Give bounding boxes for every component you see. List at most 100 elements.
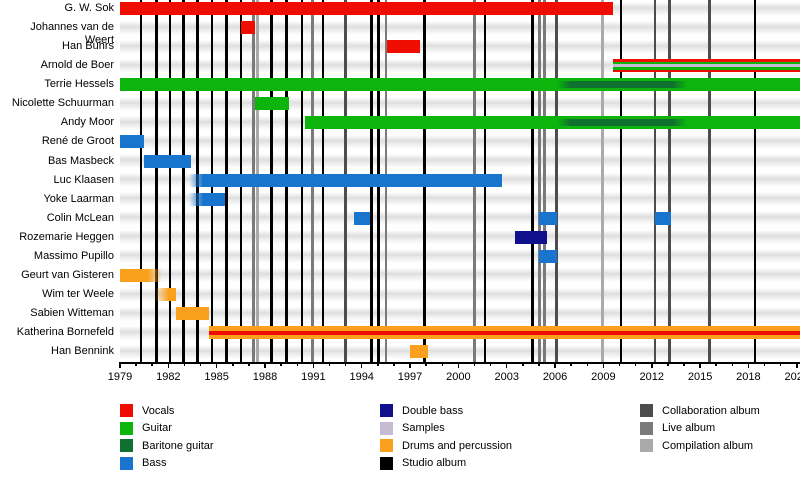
legend-label: Live album	[662, 422, 716, 435]
timeline-bar	[305, 116, 800, 130]
minor-tick	[779, 362, 782, 366]
member-name-label: Geurt van Gisteren	[21, 268, 114, 281]
minor-tick	[377, 362, 379, 366]
axis-year-label: 1988	[252, 371, 278, 383]
timeline-bar	[144, 154, 191, 168]
minor-tick	[667, 362, 669, 366]
bass-role-stripe	[189, 173, 502, 187]
major-tick	[602, 362, 605, 368]
legend-item: Double bass	[380, 402, 512, 420]
bass-role-stripe	[144, 154, 191, 168]
legend-column: Collaboration album Live album Compilation…	[640, 402, 760, 455]
minor-tick	[425, 362, 427, 366]
major-tick	[651, 362, 653, 368]
bass-role-stripe	[353, 211, 370, 225]
major-tick	[747, 362, 750, 368]
minor-tick	[473, 362, 476, 366]
vocals-role-stripe	[387, 40, 420, 54]
timeline-bar	[255, 97, 290, 111]
row-stripe	[120, 192, 800, 207]
minor-tick	[489, 362, 492, 366]
minor-tick	[296, 362, 298, 366]
timeline-bar	[514, 230, 547, 244]
timeline-bar	[120, 2, 614, 15]
legend-item: Compilation album	[640, 437, 760, 455]
timeline-bar	[538, 249, 557, 263]
minor-tick	[248, 362, 250, 366]
guitar-legend-swatch	[120, 421, 133, 435]
minor-tick	[683, 362, 685, 366]
axis-year-label: 2015	[687, 371, 713, 383]
legend-label: Compilation album	[662, 439, 754, 452]
major-tick	[360, 362, 363, 368]
bass-role-stripe	[538, 211, 557, 225]
major-tick	[215, 362, 218, 368]
row-stripe	[120, 96, 800, 111]
drums-role-stripe	[208, 334, 800, 340]
timeline-bar	[538, 211, 557, 225]
row-stripe	[120, 134, 800, 149]
legend-item: Collaboration album	[640, 402, 760, 420]
row-stripe	[120, 211, 800, 226]
axis-year-label: 2009	[591, 371, 616, 383]
major-tick	[167, 362, 170, 368]
timeline-bar	[120, 135, 145, 149]
axis-year-label: 2000	[446, 371, 471, 383]
minor-tick	[618, 362, 621, 366]
legend-item: Vocals	[120, 402, 214, 420]
guitar-role-stripe	[120, 78, 800, 92]
axis-year-label: 1979	[107, 371, 133, 383]
drums-role-stripe	[208, 326, 800, 331]
bass-role-stripe	[189, 192, 225, 206]
vocals-legend-swatch	[120, 404, 133, 418]
legend-label: Guitar	[142, 422, 172, 435]
collaboration-legend-swatch	[640, 404, 653, 418]
minor-tick	[538, 362, 540, 366]
legend-column: Double bass Samples Drums and percussion St…	[380, 402, 512, 472]
minor-tick	[280, 362, 282, 366]
guitar-role-stripe	[305, 116, 800, 130]
minor-tick	[731, 362, 734, 366]
samples-role-stripe	[613, 64, 800, 67]
timeline-bar	[189, 173, 502, 187]
major-tick	[505, 362, 508, 368]
axis-year-label: 2018	[736, 371, 761, 383]
collaboration-album-line	[653, 0, 657, 362]
major-tick	[699, 362, 701, 368]
member-name-label: Bas Masbeck	[47, 154, 114, 167]
guitar-role-stripe	[255, 97, 290, 111]
vocals-role-stripe	[208, 330, 800, 335]
vocals-role-stripe	[240, 21, 256, 35]
row-stripe	[120, 287, 800, 302]
double_bass-role-stripe	[514, 230, 547, 244]
member-name-label: Nicolette Schuurman	[11, 97, 114, 110]
axis-year-label: 2021	[784, 371, 800, 383]
minor-tick	[232, 362, 234, 366]
drums-role-stripe	[410, 345, 428, 359]
row-stripe	[120, 268, 800, 283]
axis-year-label: 2003	[494, 371, 519, 383]
timeline-bar	[654, 211, 672, 225]
legend-label: Collaboration album	[662, 404, 760, 417]
member-name-label: Arnold de Boer	[40, 59, 114, 72]
guitar-role-stripe	[613, 61, 800, 65]
axis-year-label: 1997	[397, 371, 423, 383]
row-stripe	[120, 306, 800, 321]
studio-album-line	[182, 0, 185, 362]
member-name-label: Colin McLean	[46, 211, 114, 224]
minor-tick	[634, 362, 637, 366]
minor-tick	[151, 362, 153, 366]
legend-item: Studio album	[380, 455, 512, 473]
axis-year-label: 1994	[349, 371, 374, 383]
minor-tick	[715, 362, 717, 366]
legend: Vocals Guitar Baritone guitar Bass Double ba…	[0, 398, 800, 480]
member-name-label: Terrie Hessels	[44, 78, 114, 91]
major-tick	[409, 362, 411, 368]
member-name-label: Massimo Pupillo	[33, 249, 114, 262]
legend-label: Vocals	[142, 404, 175, 417]
member-name-label: Rozemarie Heggen	[19, 230, 114, 243]
bass-role-stripe	[654, 211, 672, 225]
minor-tick	[570, 362, 572, 366]
timeline-bar	[240, 21, 256, 35]
drums-role-stripe	[155, 288, 177, 302]
